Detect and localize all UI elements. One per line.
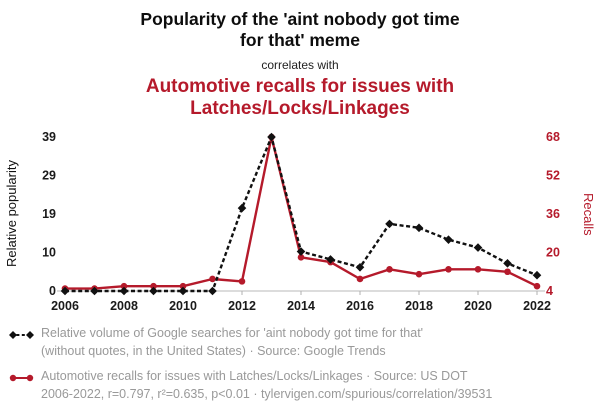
svg-text:2016: 2016 <box>346 299 374 313</box>
svg-text:19: 19 <box>42 207 56 221</box>
svg-text:20: 20 <box>546 246 560 260</box>
svg-text:2006: 2006 <box>51 299 79 313</box>
svg-text:10: 10 <box>42 246 56 260</box>
right-axis-title: Recalls <box>581 192 596 236</box>
black-dashed-diamond-series-icon <box>8 325 35 346</box>
legend-searches-line-2: (without quotes, in the United States) ·… <box>41 344 386 359</box>
svg-text:0: 0 <box>49 284 56 298</box>
svg-text:2012: 2012 <box>228 299 256 313</box>
chart-legend: Relative volume of Google searches for '… <box>0 321 600 403</box>
legend-recalls-line-1: Automotive recalls for issues with Latch… <box>41 368 468 383</box>
legend-recalls-line-2: 2006-2022, r=0.797, r²=0.635, p<0.01 · t… <box>41 386 493 401</box>
legend-entry-searches: Relative volume of Google searches for '… <box>8 325 592 361</box>
svg-text:2010: 2010 <box>169 299 197 313</box>
dual-axis-line-chart: 2006 2008 2010 2012 2014 2016 2018 2020 2022 0 10 1… <box>42 130 560 313</box>
svg-text:29: 29 <box>42 169 56 183</box>
svg-text:2022: 2022 <box>523 299 551 313</box>
svg-text:2018: 2018 <box>405 299 433 313</box>
svg-text:2014: 2014 <box>287 299 315 313</box>
svg-text:4: 4 <box>546 284 553 298</box>
svg-text:39: 39 <box>42 130 56 144</box>
svg-text:2008: 2008 <box>110 299 138 313</box>
legend-searches-line-1: Relative volume of Google searches for '… <box>41 326 424 341</box>
chart-title: Popularity of the 'aint nobody got time … <box>140 9 460 51</box>
correlates-with-label: correlates with <box>261 57 339 72</box>
svg-text:68: 68 <box>546 130 560 144</box>
svg-text:36: 36 <box>546 207 560 221</box>
red-solid-circle-series-icon <box>8 368 35 389</box>
legend-entry-searches-text: Relative volume of Google searches for '… <box>41 325 423 361</box>
svg-text:2020: 2020 <box>464 299 492 313</box>
chart-area: Relative popularity 2006 2008 2010 2012 2014… <box>0 125 600 321</box>
chart-subtitle: Automotive recalls for issues with Latch… <box>145 75 455 120</box>
chart-header: Popularity of the 'aint nobody got time … <box>0 0 600 121</box>
svg-text:52: 52 <box>546 169 560 183</box>
legend-entry-recalls-text: Automotive recalls for issues with Latch… <box>41 368 492 404</box>
legend-entry-recalls: Automotive recalls for issues with Latch… <box>8 368 592 404</box>
